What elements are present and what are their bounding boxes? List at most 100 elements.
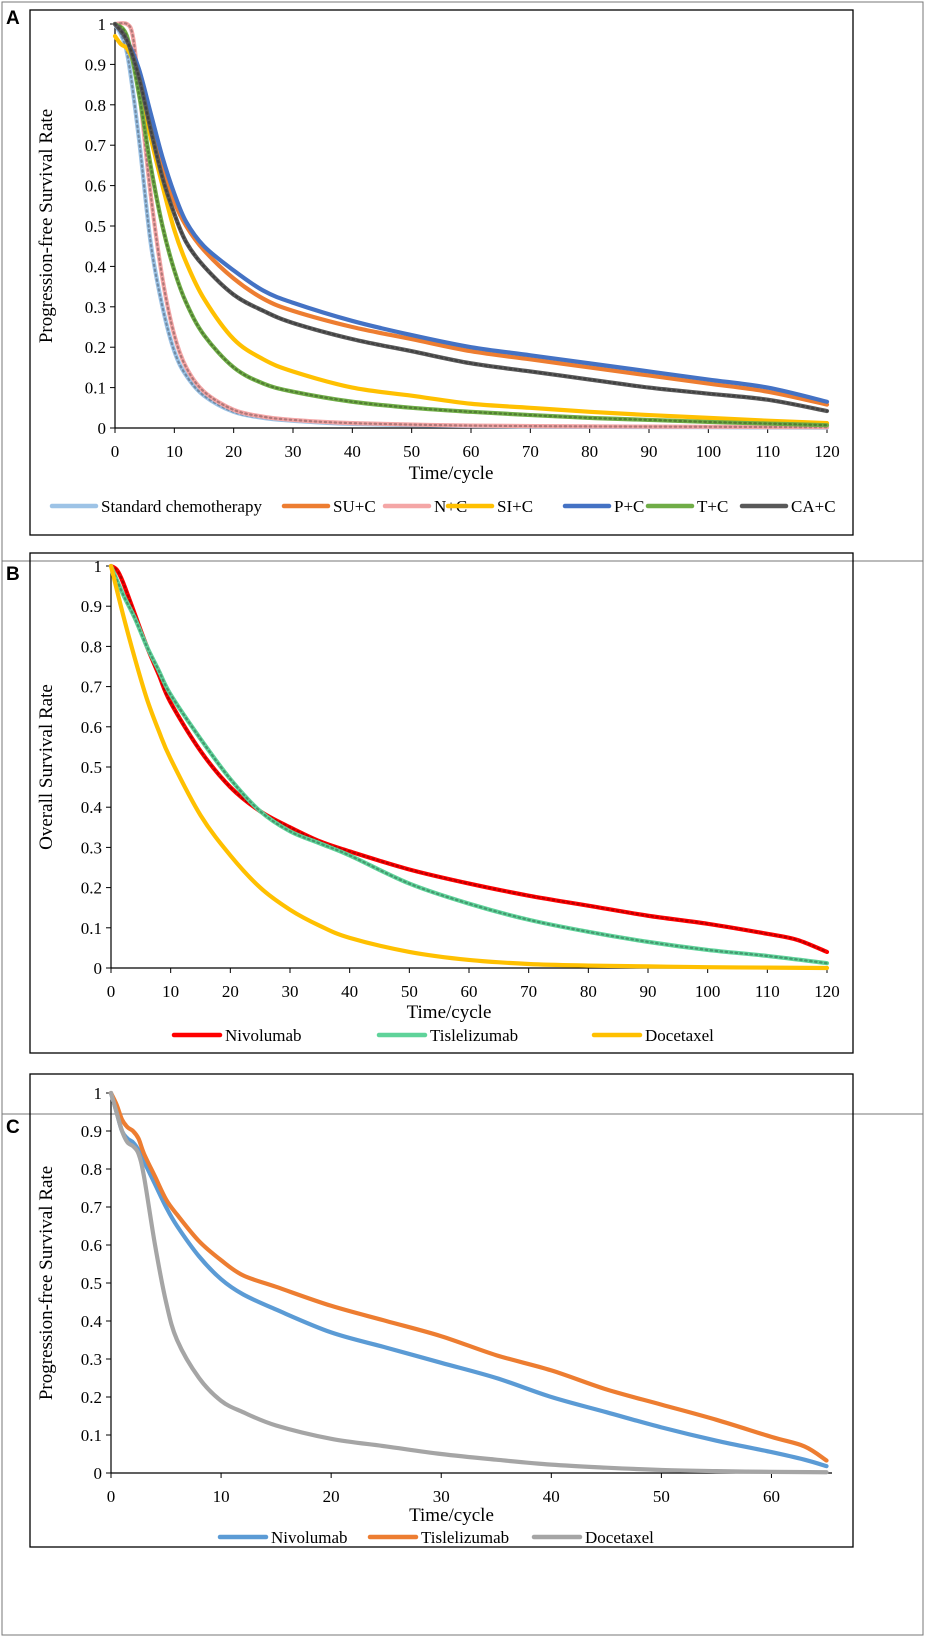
y-tick-label: 0.2 xyxy=(81,879,102,898)
x-tick-label: 20 xyxy=(222,982,239,1001)
y-tick-label: 1 xyxy=(94,1084,103,1103)
y-tick-label: 0.2 xyxy=(85,338,106,357)
series-dots-t-c xyxy=(113,22,829,427)
legend-label-tislelizumab: Tislelizumab xyxy=(430,1026,518,1045)
chart-frame xyxy=(29,1073,854,1548)
x-tick-label: 30 xyxy=(285,442,302,461)
series-line-docetaxel xyxy=(108,1090,829,1475)
x-tick-label: 120 xyxy=(814,982,840,1001)
y-tick-label: 0.3 xyxy=(85,298,106,317)
x-tick-label: 80 xyxy=(580,982,597,1001)
x-tick-label: 40 xyxy=(344,442,361,461)
x-tick-label: 10 xyxy=(166,442,183,461)
series-dots-standard-chemotherapy xyxy=(113,22,829,429)
x-axis-title: Time/cycle xyxy=(409,1505,494,1526)
x-tick-label: 80 xyxy=(581,442,598,461)
x-tick-label: 110 xyxy=(755,982,780,1001)
legend-label-ca-c: CA+C xyxy=(791,497,836,516)
x-tick-label: 30 xyxy=(282,982,299,1001)
y-tick-label: 0 xyxy=(94,1464,103,1483)
x-tick-label: 20 xyxy=(323,1487,340,1506)
x-tick-label: 60 xyxy=(463,442,480,461)
chart-frame xyxy=(29,552,854,1054)
x-tick-label: 10 xyxy=(162,982,179,1001)
chart-panel-a: 00.10.20.30.40.50.60.70.80.910 10 20 30 40 50… xyxy=(29,9,854,536)
legend-label-standard-chemotherapy: Standard chemotherapy xyxy=(101,497,262,516)
series-line-tislelizumab xyxy=(108,1090,829,1463)
chart-frame xyxy=(29,9,854,536)
series-dots-ca-c xyxy=(113,22,829,413)
y-tick-label: 0.4 xyxy=(81,1312,103,1331)
x-tick-label: 60 xyxy=(461,982,478,1001)
x-axis-title: Time/cycle xyxy=(409,463,494,484)
y-tick-label: 0.8 xyxy=(81,637,102,656)
x-tick-label: 40 xyxy=(543,1487,560,1506)
legend-label-tislelizumab: Tislelizumab xyxy=(421,1528,509,1547)
legend-label-p-c: P+C xyxy=(614,497,644,516)
x-tick-label: 110 xyxy=(755,442,780,461)
x-tick-label: 100 xyxy=(696,442,722,461)
y-tick-label: 0.6 xyxy=(81,718,102,737)
x-tick-label: 50 xyxy=(403,442,420,461)
x-tick-label: 120 xyxy=(814,442,840,461)
y-tick-label: 0.5 xyxy=(85,217,106,236)
y-tick-label: 0.1 xyxy=(81,919,102,938)
y-axis-title: Progression-free Survival Rate xyxy=(36,109,57,343)
x-tick-label: 40 xyxy=(341,982,358,1001)
legend-label-nivolumab: Nivolumab xyxy=(271,1528,348,1547)
x-tick-label: 0 xyxy=(107,1487,116,1506)
x-tick-label: 70 xyxy=(520,982,537,1001)
panel-letter-c: C xyxy=(6,1117,20,1138)
legend-label-t-c: T+C xyxy=(697,497,728,516)
y-tick-label: 1 xyxy=(98,15,107,34)
x-tick-label: 30 xyxy=(433,1487,450,1506)
y-axis-title: Progression-free Survival Rate xyxy=(36,1166,57,1400)
y-tick-label: 0.8 xyxy=(85,96,106,115)
y-tick-label: 0.7 xyxy=(85,136,107,155)
series-dots-tislelizumab xyxy=(109,564,829,965)
y-tick-label: 0 xyxy=(98,419,107,438)
y-tick-label: 0 xyxy=(94,959,103,978)
panel-letter-a: A xyxy=(6,8,20,29)
x-tick-label: 50 xyxy=(401,982,418,1001)
x-tick-label: 100 xyxy=(695,982,721,1001)
y-tick-label: 0.5 xyxy=(81,1274,102,1293)
y-tick-label: 0.7 xyxy=(81,1198,103,1217)
y-tick-label: 0.9 xyxy=(81,597,102,616)
y-tick-label: 0.6 xyxy=(85,177,106,196)
y-tick-label: 0.9 xyxy=(85,55,106,74)
series-line-docetaxel xyxy=(108,563,830,971)
y-tick-label: 0.5 xyxy=(81,758,102,777)
x-tick-label: 20 xyxy=(225,442,242,461)
x-tick-label: 50 xyxy=(653,1487,670,1506)
y-tick-label: 0.1 xyxy=(85,379,106,398)
y-tick-label: 1 xyxy=(94,557,103,576)
y-tick-label: 0.1 xyxy=(81,1426,102,1445)
legend-label-docetaxel: Docetaxel xyxy=(585,1528,654,1547)
x-tick-label: 90 xyxy=(640,982,657,1001)
series-line-nivolumab xyxy=(108,1090,829,1469)
y-tick-label: 0.3 xyxy=(81,1350,102,1369)
x-tick-label: 10 xyxy=(213,1487,230,1506)
legend-label-nivolumab: Nivolumab xyxy=(225,1026,302,1045)
legend-label-su-c: SU+C xyxy=(333,497,376,516)
y-tick-label: 0.2 xyxy=(81,1388,102,1407)
legend-label-docetaxel: Docetaxel xyxy=(645,1026,714,1045)
panel-letter-b: B xyxy=(6,564,20,585)
x-axis-title: Time/cycle xyxy=(407,1002,492,1023)
y-tick-label: 0.6 xyxy=(81,1236,102,1255)
x-tick-label: 60 xyxy=(763,1487,780,1506)
series-line-p-c xyxy=(112,21,830,404)
y-tick-label: 0.7 xyxy=(81,678,103,697)
x-tick-label: 0 xyxy=(111,442,120,461)
y-tick-label: 0.4 xyxy=(85,257,107,276)
legend-label-si-c: SI+C xyxy=(497,497,533,516)
x-tick-label: 0 xyxy=(107,982,116,1001)
y-tick-label: 0.4 xyxy=(81,798,103,817)
y-tick-label: 0.3 xyxy=(81,838,102,857)
y-tick-label: 0.8 xyxy=(81,1160,102,1179)
y-axis-title: Overall Survival Rate xyxy=(36,684,57,850)
